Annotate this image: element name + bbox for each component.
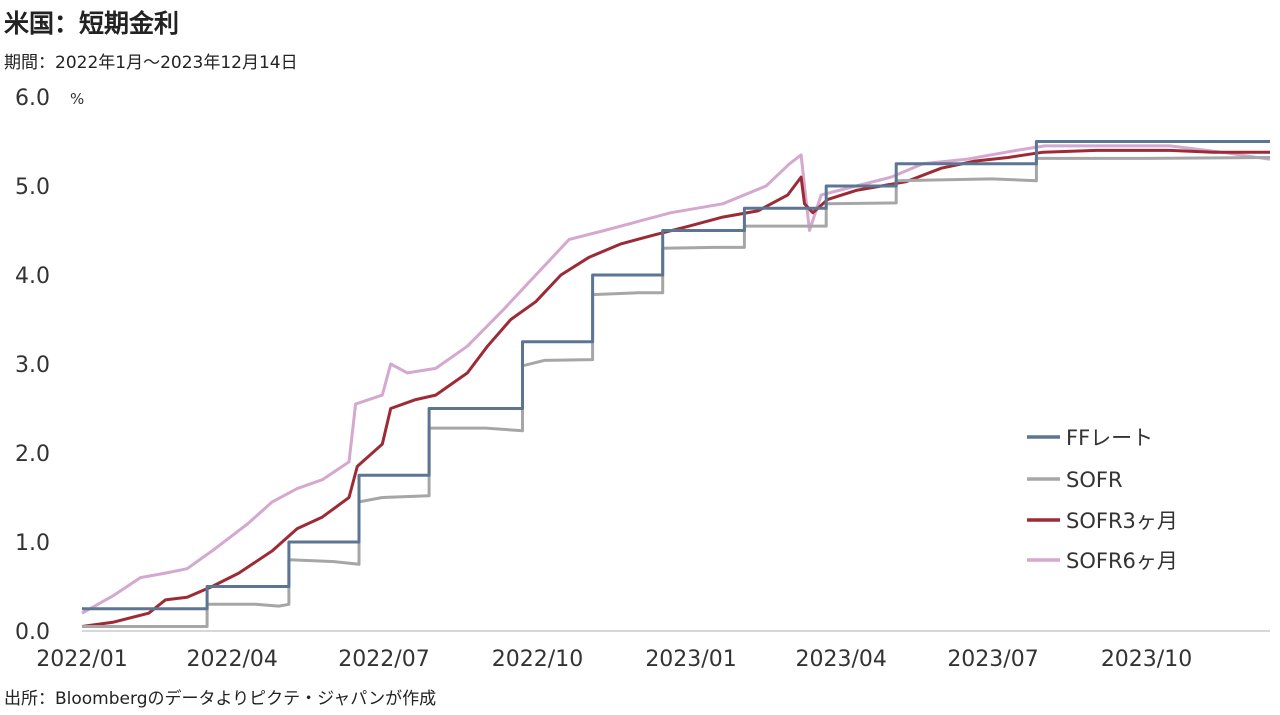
- x-tick-label: 2022/01: [36, 647, 127, 672]
- y-tick-label: 1.0: [15, 531, 50, 556]
- y-tick-label: 5.0: [15, 175, 50, 200]
- legend-label: FFレート: [1066, 426, 1153, 450]
- legend-label: SOFR3ヶ月: [1066, 509, 1178, 533]
- chart-subtitle: 期間：2022年1月～2023年12月14日: [4, 53, 298, 73]
- y-axis-ticks: 0.0 1.0 2.0 3.0 4.0 5.0 6.0: [15, 86, 50, 645]
- chart-title: 米国：短期金利: [4, 9, 180, 38]
- x-tick-label: 2023/04: [795, 647, 886, 672]
- series-line: [81, 148, 1270, 628]
- y-tick-label: 0.0: [15, 620, 50, 645]
- x-axis-ticks: 2022/01 2022/04 2022/07 2022/10 2023/01 2023/…: [36, 647, 1192, 672]
- x-tick-label: 2022/10: [492, 647, 583, 672]
- y-tick-label: 2.0: [15, 442, 50, 467]
- x-tick-label: 2022/07: [338, 647, 429, 672]
- legend-label: SOFR: [1066, 468, 1123, 492]
- legend-label: SOFR6ヶ月: [1066, 549, 1178, 573]
- source-note: 出所：Bloombergのデータよりピクテ・ジャパンが作成: [4, 689, 437, 709]
- series-group: [81, 140, 1271, 628]
- y-tick-label: 3.0: [15, 353, 50, 378]
- x-tick-label: 2023/01: [645, 647, 736, 672]
- y-axis-unit: %: [70, 90, 84, 108]
- legend: FFレート SOFR SOFR3ヶ月 SOFR6ヶ月: [1027, 426, 1178, 573]
- x-tick-label: 2023/07: [947, 647, 1038, 672]
- x-tick-label: 2022/04: [186, 647, 277, 672]
- series-line: [81, 144, 1271, 615]
- series-line: [82, 140, 1270, 611]
- y-tick-label: 4.0: [15, 264, 50, 289]
- y-tick-label: 6.0: [15, 86, 50, 111]
- x-tick-label: 2023/10: [1101, 647, 1192, 672]
